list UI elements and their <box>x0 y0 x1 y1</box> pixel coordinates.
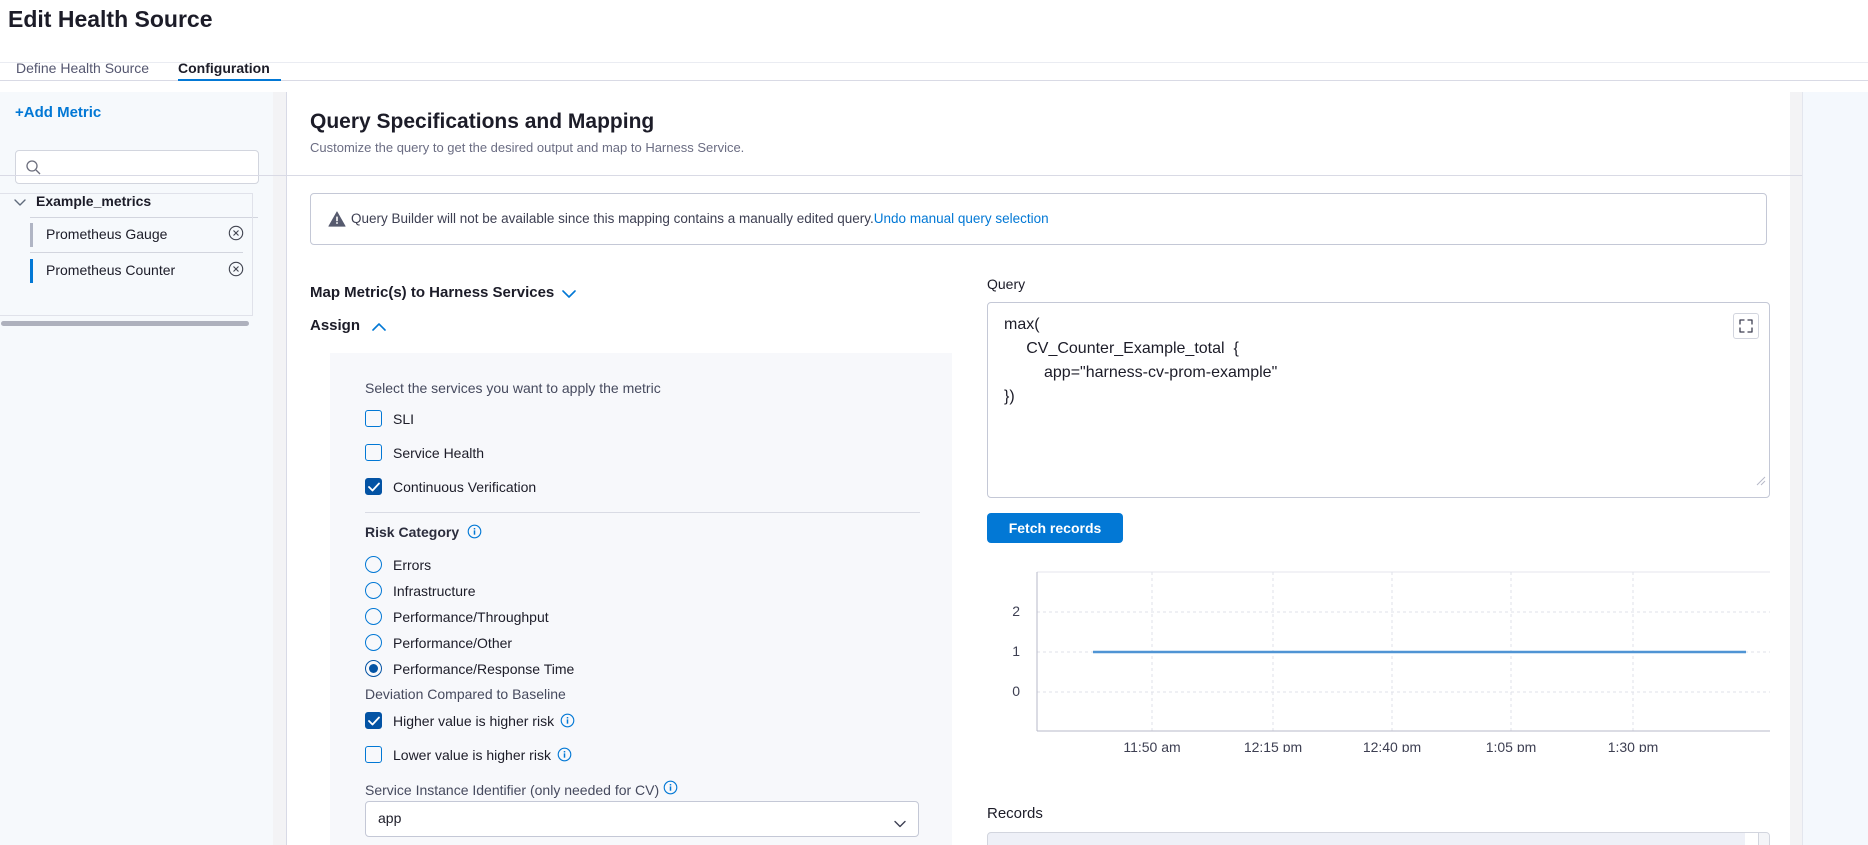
svg-text:12:15 pm: 12:15 pm <box>1244 739 1302 752</box>
svg-text:11:50 am: 11:50 am <box>1123 739 1180 752</box>
svg-text:0: 0 <box>1012 683 1020 699</box>
svg-text:2: 2 <box>1012 603 1020 619</box>
svg-text:12:40 pm: 12:40 pm <box>1363 739 1421 752</box>
svg-text:1:05 pm: 1:05 pm <box>1486 739 1537 752</box>
svg-text:1: 1 <box>1012 643 1020 659</box>
svg-text:1:30 pm: 1:30 pm <box>1608 739 1659 752</box>
